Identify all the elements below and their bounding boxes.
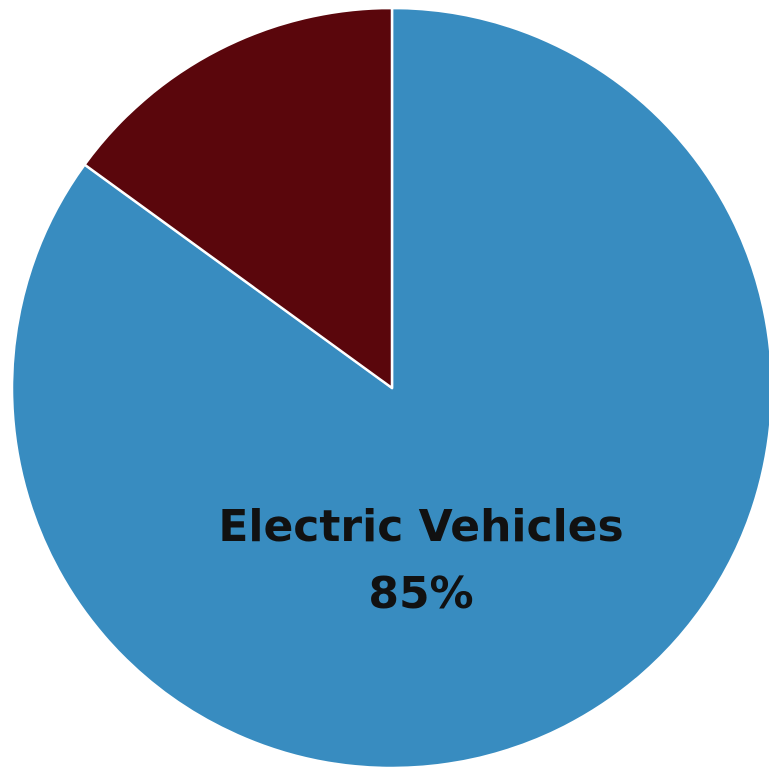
pie-slices	[10, 6, 769, 770]
slice-label-electric-vehicles: Electric Vehicles	[218, 501, 623, 552]
slice-value-label-electric-vehicles: 85%	[368, 568, 473, 619]
pie-labels: Electric Vehicles 85%	[218, 501, 623, 619]
pie-slice-slice-1	[83, 6, 394, 390]
